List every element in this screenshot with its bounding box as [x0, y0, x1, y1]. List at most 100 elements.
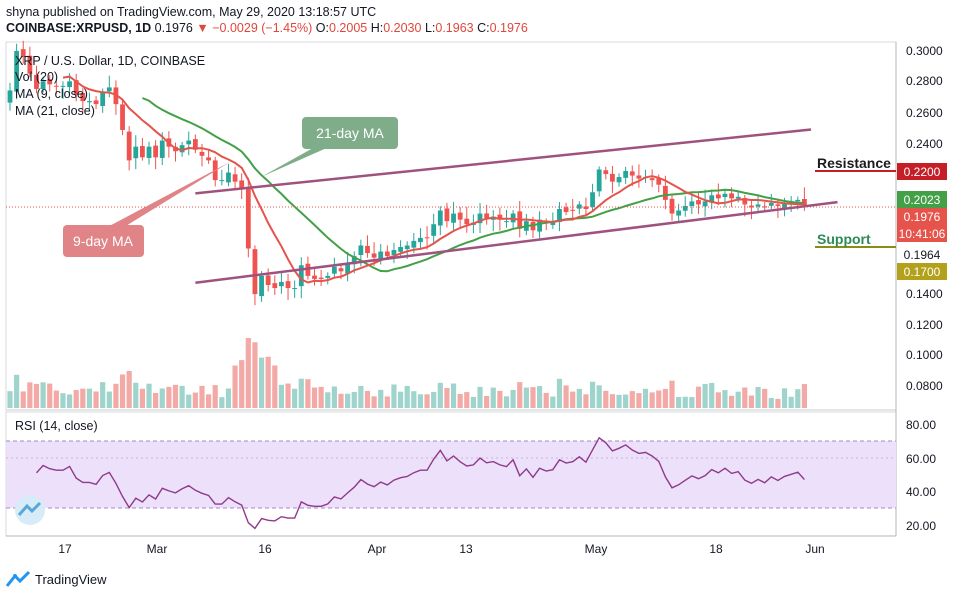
volume-bar	[636, 393, 642, 408]
ma21-callout[interactable]	[302, 117, 398, 149]
candle-body	[603, 170, 609, 175]
rsi-band	[6, 441, 896, 508]
volume-bar	[656, 390, 662, 408]
symbol-name[interactable]: COINBASE:XRPUSD, 1D	[6, 21, 152, 35]
candle-body	[371, 253, 377, 258]
candle-body	[530, 222, 536, 231]
volume-bar	[795, 389, 801, 408]
volume-bar	[252, 342, 258, 408]
candle-body	[252, 249, 258, 295]
legend-ma21[interactable]: MA (21, close)	[15, 104, 95, 118]
candle-body	[497, 214, 503, 220]
ma9-badge	[897, 246, 947, 263]
candle-body	[40, 81, 46, 89]
volume-bar	[457, 393, 463, 408]
ma9-callout-text: 9-day MA	[73, 233, 134, 249]
price-tick: 0.1000	[906, 348, 943, 362]
low-label: L:	[424, 21, 436, 35]
trend-channel[interactable]	[195, 128, 838, 284]
tradingview-watermark-icon	[15, 495, 45, 525]
legend-vol[interactable]: Vol (20)	[15, 70, 58, 84]
volume-bar	[662, 388, 668, 408]
volume-bar	[556, 378, 563, 408]
candle-body	[557, 209, 562, 223]
ma9-callout-pointer	[98, 162, 230, 232]
volume-bar	[477, 386, 483, 408]
candle-body	[331, 266, 337, 274]
ma9-callout[interactable]	[63, 225, 144, 257]
low-value: 0.1963	[435, 21, 474, 35]
volume-bar	[629, 391, 635, 408]
candle-body	[232, 174, 238, 182]
high-value: 0.2030	[383, 21, 422, 35]
volume-bar	[146, 383, 152, 408]
volume-bar	[258, 357, 265, 408]
candle-body	[398, 247, 403, 252]
candle-body	[464, 218, 470, 225]
candle-body	[418, 237, 423, 243]
volume-bar	[603, 390, 609, 408]
price-tick: 0.0800	[906, 379, 943, 393]
tradingview-logo-icon	[6, 570, 30, 587]
candle-body	[338, 268, 344, 272]
footer[interactable]: TradingView	[6, 570, 107, 588]
volume-bar	[788, 396, 794, 408]
candle-body	[292, 288, 298, 290]
candle-body	[590, 192, 595, 207]
volume-bar	[351, 391, 357, 408]
candle-body	[60, 85, 66, 87]
candle-body	[358, 245, 364, 256]
volume-bar	[311, 387, 318, 408]
volume-bar	[325, 392, 331, 408]
price-badge	[897, 208, 947, 242]
ma21-callout-pointer	[261, 143, 338, 177]
candle-body	[755, 204, 761, 207]
candle-body	[742, 198, 748, 205]
candle-body	[451, 213, 456, 223]
publisher-line: shyna published on TradingView.com, May …	[6, 5, 377, 19]
candle-body	[93, 100, 99, 105]
candle-body	[762, 206, 768, 208]
volume-bar	[583, 394, 589, 408]
volume-bar	[464, 392, 470, 408]
channel-lower-line	[195, 200, 838, 284]
candle-body	[298, 265, 304, 287]
volume-bar	[206, 394, 212, 408]
legend-title[interactable]: XRP / U.S. Dollar, 1D, COINBASE	[15, 54, 205, 68]
candle-body	[391, 250, 397, 256]
volume-bar	[642, 388, 649, 408]
volume-bar	[166, 386, 172, 408]
volume-bar	[801, 384, 807, 408]
candle-body	[27, 55, 33, 74]
volume-bar	[172, 384, 179, 408]
volume-bar	[192, 392, 198, 408]
volume-bar	[219, 397, 225, 408]
volume-bar	[358, 385, 364, 408]
volume-bar	[676, 397, 682, 408]
ma9-badge-text: 0.1964	[904, 248, 941, 262]
volume-bar	[33, 383, 40, 408]
time-tick: Jun	[805, 542, 824, 556]
candle-body	[795, 199, 801, 202]
candle-body	[219, 180, 225, 182]
legend-rsi[interactable]: RSI (14, close)	[15, 419, 98, 433]
volume-bar	[139, 388, 145, 408]
candle-body	[67, 81, 72, 88]
volume-bar	[391, 384, 397, 408]
candle-body	[437, 210, 443, 226]
footer-brand[interactable]: TradingView	[35, 571, 107, 587]
candle-body	[285, 281, 291, 289]
volume-bar	[728, 395, 735, 408]
volume-bar	[682, 396, 688, 408]
volume-bar	[437, 382, 443, 408]
volume-bar	[755, 387, 761, 408]
volume-bar	[106, 391, 112, 408]
volume-bar	[530, 387, 536, 408]
candle-body	[457, 212, 463, 220]
volume-bar	[742, 387, 748, 408]
volume-bar	[278, 384, 285, 408]
candle-body	[179, 145, 185, 153]
legend-ma9[interactable]: MA (9, close)	[15, 87, 88, 101]
candle-body	[404, 245, 410, 250]
